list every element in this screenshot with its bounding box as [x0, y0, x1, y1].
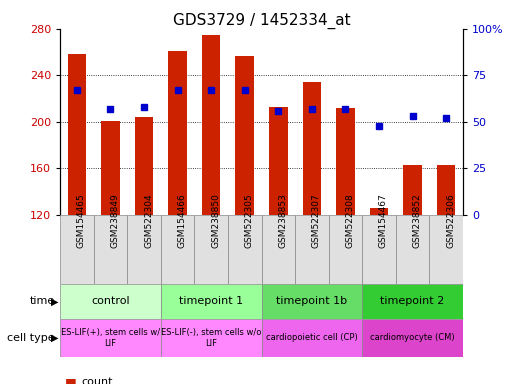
Text: count: count	[81, 377, 112, 384]
Text: control: control	[91, 296, 130, 306]
Bar	[336, 108, 355, 215]
Text: ▶: ▶	[51, 333, 59, 343]
Text: GSM522305: GSM522305	[245, 193, 254, 248]
Bar	[396, 215, 429, 284]
Bar	[195, 215, 228, 284]
Text: timepoint 1b: timepoint 1b	[276, 296, 347, 306]
Bar	[295, 215, 328, 284]
Bar	[202, 35, 220, 215]
Bar	[235, 56, 254, 215]
Bar	[94, 215, 127, 284]
Text: GSM522308: GSM522308	[345, 193, 355, 248]
Text: timepoint 2: timepoint 2	[380, 296, 445, 306]
Text: ES-LIF(-), stem cells w/o
LIF: ES-LIF(-), stem cells w/o LIF	[161, 328, 262, 348]
Text: ES-LIF(+), stem cells w/
LIF: ES-LIF(+), stem cells w/ LIF	[61, 328, 160, 348]
Text: GSM154465: GSM154465	[77, 193, 86, 248]
Text: ▶: ▶	[51, 296, 59, 306]
Text: GSM522304: GSM522304	[144, 193, 153, 248]
Bar	[403, 165, 422, 215]
Bar	[437, 165, 456, 215]
Text: GSM238853: GSM238853	[278, 193, 287, 248]
Bar	[228, 215, 262, 284]
Text: GSM238850: GSM238850	[211, 193, 220, 248]
Bar	[127, 215, 161, 284]
Bar	[161, 319, 262, 357]
Bar	[135, 117, 153, 215]
Text: cardiopoietic cell (CP): cardiopoietic cell (CP)	[266, 333, 358, 343]
Bar	[67, 55, 86, 215]
Bar	[168, 51, 187, 215]
Bar	[429, 215, 463, 284]
Bar	[262, 284, 362, 319]
Bar	[101, 121, 120, 215]
Bar	[262, 319, 362, 357]
Text: ■: ■	[65, 376, 77, 384]
Text: time: time	[30, 296, 55, 306]
Text: GSM522307: GSM522307	[312, 193, 321, 248]
Bar	[303, 82, 321, 215]
Bar	[362, 319, 463, 357]
Bar	[362, 215, 396, 284]
Bar	[161, 215, 195, 284]
Bar	[60, 215, 94, 284]
Text: GSM238852: GSM238852	[413, 193, 422, 248]
Text: timepoint 1: timepoint 1	[179, 296, 243, 306]
Text: GSM238849: GSM238849	[110, 193, 119, 248]
Bar	[60, 284, 161, 319]
Bar	[269, 107, 288, 215]
Bar	[60, 319, 161, 357]
Bar	[328, 215, 362, 284]
Text: cardiomyocyte (CM): cardiomyocyte (CM)	[370, 333, 455, 343]
Bar	[362, 284, 463, 319]
Text: GSM154467: GSM154467	[379, 193, 388, 248]
Bar	[161, 284, 262, 319]
Bar	[370, 208, 388, 215]
Title: GDS3729 / 1452334_at: GDS3729 / 1452334_at	[173, 13, 350, 29]
Text: cell type: cell type	[7, 333, 55, 343]
Text: GSM154466: GSM154466	[178, 193, 187, 248]
Text: GSM522306: GSM522306	[446, 193, 455, 248]
Bar	[262, 215, 295, 284]
